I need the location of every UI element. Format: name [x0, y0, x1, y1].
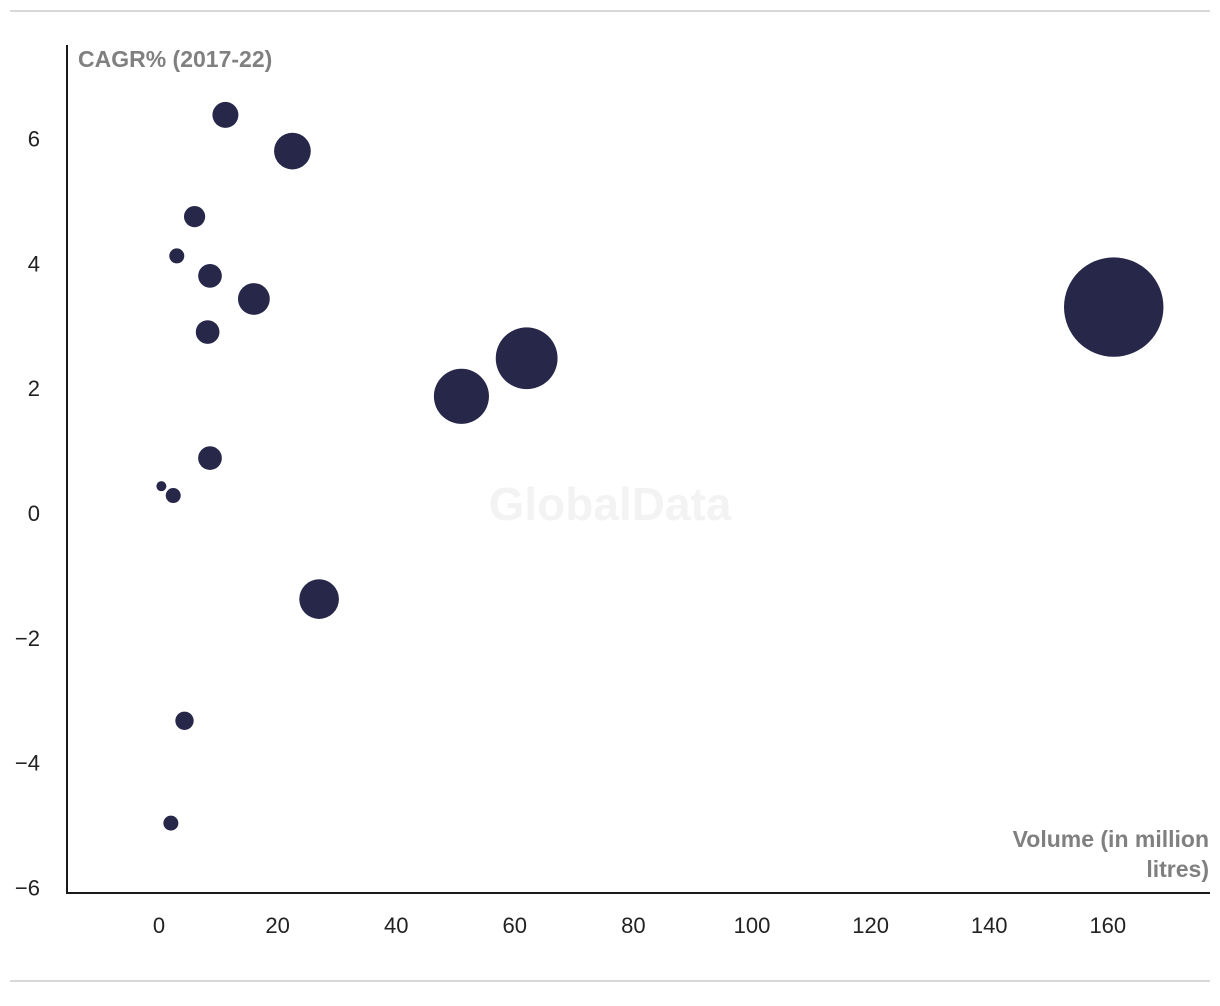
bubble [299, 579, 339, 619]
bubble [274, 133, 311, 170]
y-tick-label: 6 [28, 127, 40, 152]
bubble [175, 712, 193, 730]
y-tick-label: −4 [15, 751, 40, 776]
bubble [496, 327, 558, 389]
bubble [212, 102, 238, 128]
y-tick-label: −6 [15, 875, 40, 900]
x-axis-title-line-1: Volume (in million [1013, 826, 1209, 852]
x-tick-label: 60 [503, 913, 527, 938]
y-tick-label: −2 [15, 626, 40, 651]
x-tick-label: 0 [153, 913, 165, 938]
bubble [238, 283, 270, 315]
watermark: GlobalData [489, 478, 732, 530]
bubble [166, 488, 181, 503]
bubbles [156, 102, 1163, 831]
y-axis-title: CAGR% (2017-22) [78, 46, 272, 72]
x-tick-label: 80 [621, 913, 645, 938]
x-tick-label: 100 [734, 913, 771, 938]
bubble [434, 369, 489, 424]
x-axis-title-line-2: litres) [1146, 856, 1209, 882]
bubble [198, 264, 222, 288]
bubble [1064, 257, 1163, 356]
y-tick-label: 2 [28, 376, 40, 401]
y-tick-labels: 6 4 2 0 −2 −4 −6 [15, 127, 40, 901]
x-tick-label: 40 [384, 913, 408, 938]
y-tick-label: 0 [28, 501, 40, 526]
bubble [163, 816, 178, 831]
bubble [169, 248, 184, 263]
bubble [198, 446, 222, 470]
x-tick-label: 20 [265, 913, 289, 938]
x-tick-labels: 0 20 40 60 80 100 120 140 160 [153, 913, 1126, 938]
x-tick-label: 160 [1089, 913, 1126, 938]
bubble [184, 206, 205, 227]
bubble [156, 481, 166, 491]
bubble [196, 320, 220, 344]
x-tick-label: 140 [971, 913, 1008, 938]
x-tick-label: 120 [852, 913, 889, 938]
y-tick-label: 4 [28, 251, 40, 276]
